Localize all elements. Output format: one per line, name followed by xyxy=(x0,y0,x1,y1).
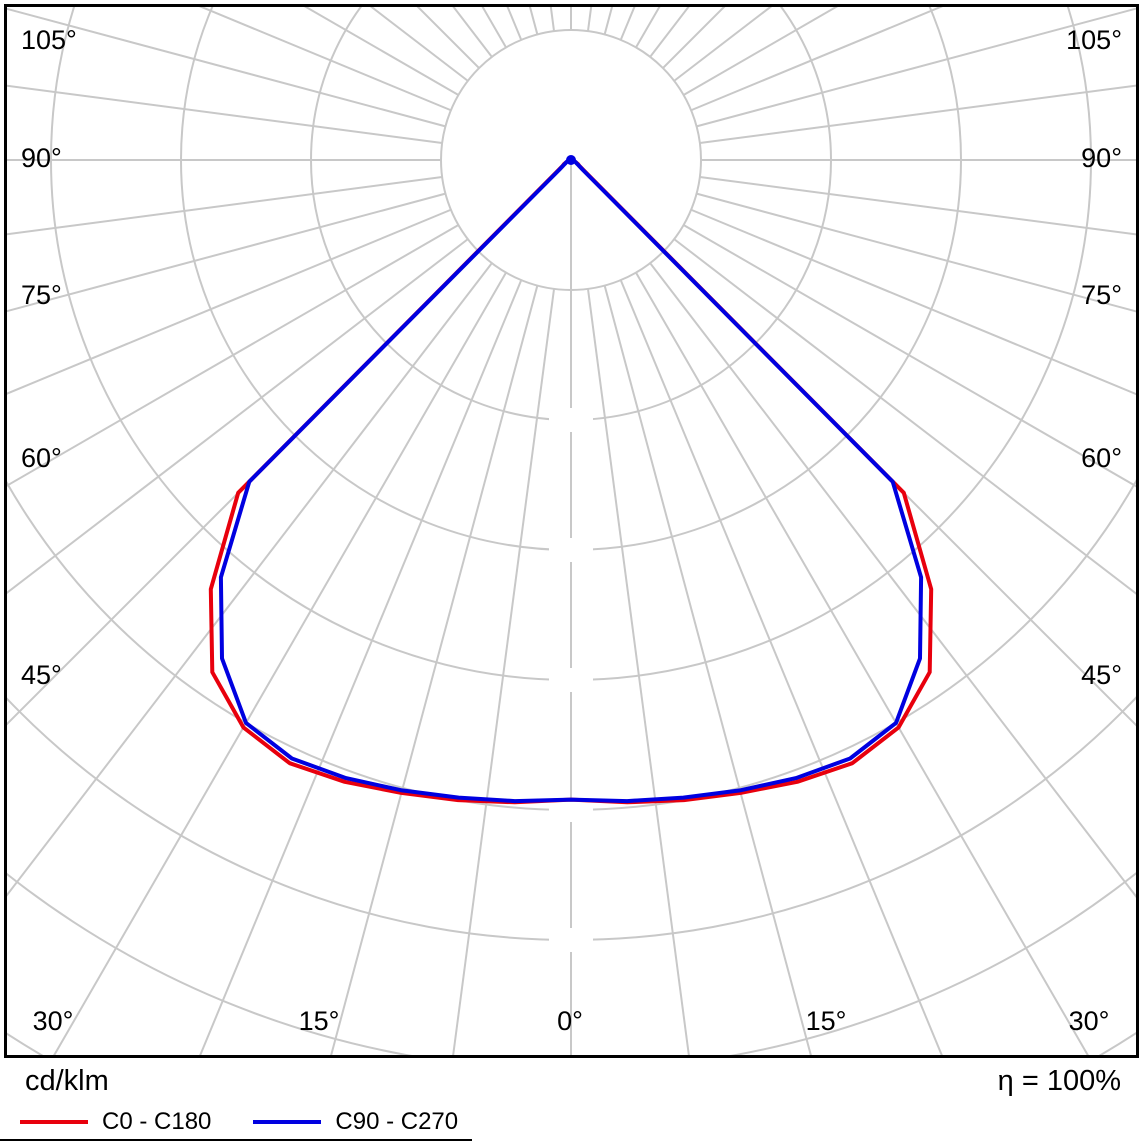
svg-text:15°: 15° xyxy=(299,1006,340,1036)
unit-label: cd/klm xyxy=(25,1065,109,1097)
legend-line-red-icon xyxy=(20,1120,88,1124)
legend-item-c0-c180: C0 - C180 xyxy=(20,1108,211,1136)
svg-text:90°: 90° xyxy=(21,143,62,173)
svg-text:0°: 0° xyxy=(557,1006,583,1036)
svg-text:60°: 60° xyxy=(21,443,62,473)
svg-text:90°: 90° xyxy=(1081,143,1122,173)
efficiency-label: η = 100% xyxy=(997,1065,1121,1097)
svg-text:75°: 75° xyxy=(21,280,62,310)
svg-text:45°: 45° xyxy=(21,660,62,690)
legend-line-blue-icon xyxy=(253,1120,322,1124)
legend: C0 - C180 C90 - C270 xyxy=(0,1105,472,1141)
svg-text:60°: 60° xyxy=(1081,443,1122,473)
legend-item-c90-c270: C90 - C270 xyxy=(253,1108,458,1136)
svg-text:30°: 30° xyxy=(33,1006,74,1036)
svg-text:30°: 30° xyxy=(1069,1006,1110,1036)
chart-footer: cd/klm η = 100% C0 - C180 C90 - C270 xyxy=(0,1058,1143,1143)
svg-text:15°: 15° xyxy=(806,1006,847,1036)
legend-label-c90-c270: C90 - C270 xyxy=(335,1108,459,1135)
legend-label-c0-c180: C0 - C180 xyxy=(102,1108,212,1135)
polar-chart: 105° 90° 75° 60° 45° 105° 90° 75° 60° 45° 30° 15° 0°… xyxy=(7,7,1136,1055)
svg-text:105°: 105° xyxy=(1066,25,1122,55)
svg-text:105°: 105° xyxy=(21,25,77,55)
polar-chart-frame: 105° 90° 75° 60° 45° 105° 90° 75° 60° 45° 30° 15° 0°… xyxy=(4,4,1139,1058)
svg-text:75°: 75° xyxy=(1081,280,1122,310)
svg-text:45°: 45° xyxy=(1081,660,1122,690)
